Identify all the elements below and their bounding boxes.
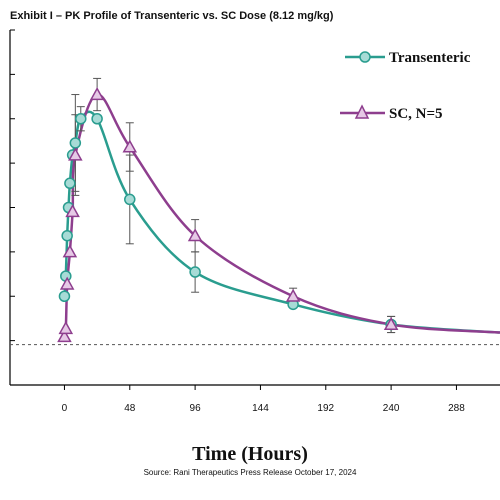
- data-point-circle: [124, 193, 136, 206]
- data-point-circle: [64, 177, 76, 190]
- data-point-triangle: [89, 87, 105, 101]
- data-point-circle: [75, 113, 87, 125]
- data-point-triangle: [122, 139, 138, 153]
- data-point-circle: [189, 266, 201, 278]
- chart-title: Exhibit I – PK Profile of Transenteric v…: [10, 10, 334, 22]
- legend-item-transenteric: Transenteric: [345, 50, 471, 66]
- legend-marker-circle: [359, 51, 371, 63]
- data-point-triangle: [57, 329, 72, 343]
- error-bars: [71, 77, 396, 334]
- x-tick-labels: 0 48 96 144 192 240 288: [62, 403, 466, 414]
- source-note: Source: Rani Therapeutics Press Release …: [143, 468, 357, 477]
- x-tick-label: 96: [190, 403, 202, 414]
- data-point-circle: [61, 229, 73, 242]
- data-point-triangle: [383, 316, 399, 331]
- x-axis-label: Time (Hours): [192, 443, 308, 465]
- legend-marker-triangle: [354, 104, 370, 119]
- data-point-triangle: [65, 203, 80, 218]
- legend-label-transenteric: Transenteric: [389, 50, 471, 66]
- axes: [9, 29, 500, 390]
- x-tick-label: 0: [62, 403, 68, 414]
- legend-item-sc: SC, N=5: [340, 104, 443, 122]
- data-point-triangle: [58, 320, 74, 335]
- x-tick-label: 240: [383, 403, 400, 414]
- legend-label-sc: SC, N=5: [389, 106, 443, 122]
- x-tick-label: 48: [124, 403, 136, 414]
- data-point-triangle: [59, 276, 75, 290]
- x-tick-label: 192: [317, 403, 334, 414]
- data-point-triangle: [285, 288, 301, 302]
- data-markers: [57, 87, 399, 343]
- data-point-circle: [91, 113, 103, 125]
- x-tick-label: 288: [448, 403, 465, 414]
- x-tick-label: 144: [252, 403, 269, 414]
- data-point-circle: [69, 137, 82, 149]
- legend: Transenteric SC, N=5: [340, 50, 471, 122]
- data-point-triangle: [62, 244, 78, 258]
- data-point-circle: [58, 290, 71, 302]
- data-point-triangle: [187, 228, 203, 242]
- data-point-triangle: [68, 147, 83, 161]
